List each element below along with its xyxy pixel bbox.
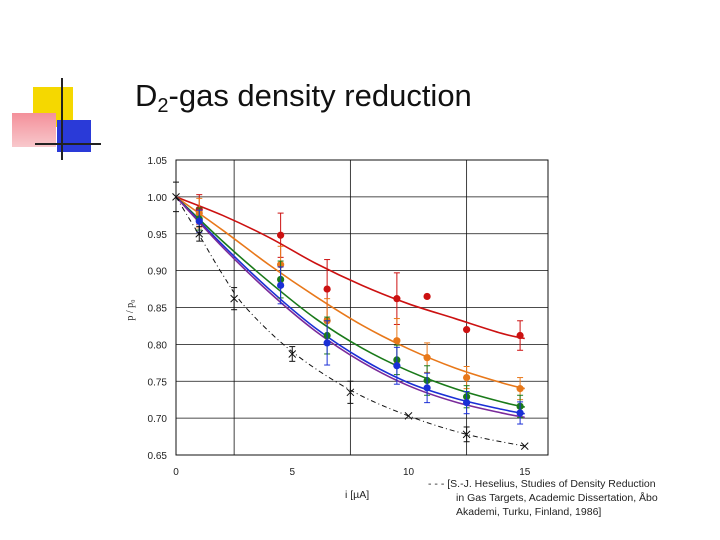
y-tick-label: 0.65 <box>148 451 168 462</box>
fit-curve-blue <box>175 196 525 415</box>
x-tick-label: 15 <box>519 467 531 478</box>
y-tick-label: 0.95 <box>148 230 168 241</box>
cross-stroke <box>404 412 413 420</box>
x-tick-label: 5 <box>289 467 295 478</box>
y-tick-label: 0.80 <box>148 340 168 351</box>
data-point-red <box>463 326 471 334</box>
cross-stroke <box>195 229 204 238</box>
y-tick-label: 0.70 <box>148 414 168 425</box>
data-point-cross <box>230 294 238 303</box>
data-point-red <box>393 295 401 303</box>
data-point-cross <box>462 430 471 439</box>
fit-curve-green <box>175 196 525 408</box>
fit-curve-purple <box>175 196 525 419</box>
y-tick-label: 0.90 <box>148 267 168 278</box>
data-point-orange <box>516 385 524 393</box>
data-point-cross <box>404 412 413 420</box>
deco-line-vertical <box>61 78 63 160</box>
data-point-orange <box>463 373 471 382</box>
data-point-blue <box>516 409 524 417</box>
data-point-blue <box>423 384 431 392</box>
reference-line-2: in Gas Targets, Academic Dissertation, Å… <box>456 492 658 504</box>
fit-curve-red <box>175 196 525 340</box>
x-axis-label: i [µA] <box>345 489 370 501</box>
cross-stroke <box>346 388 355 397</box>
cross-stroke <box>520 442 529 451</box>
data-point-orange <box>423 354 431 362</box>
y-tick-label: 1.00 <box>148 193 168 204</box>
data-point-cross <box>172 193 180 201</box>
cross-stroke <box>172 193 180 201</box>
data-point-blue <box>323 339 331 347</box>
data-point-cross <box>520 442 529 451</box>
data-point-orange <box>393 337 401 345</box>
data-point-cross <box>195 229 204 238</box>
y-tick-label: 0.85 <box>148 304 168 315</box>
chart-fit-curves <box>175 196 525 447</box>
y-tick-label: 1.05 <box>148 156 168 167</box>
data-point-cross <box>346 388 355 397</box>
data-point-blue <box>463 399 471 407</box>
data-point-red <box>423 292 431 301</box>
deco-line-horizontal <box>35 143 101 145</box>
data-point-blue <box>195 217 203 225</box>
data-point-cross <box>288 350 297 358</box>
reference-note: - - - [S.-J. Heselius, Studies of Densit… <box>428 477 658 519</box>
fit-curve-orange <box>175 196 525 390</box>
data-point-red <box>277 231 285 239</box>
data-point-blue <box>393 362 401 370</box>
y-axis-label: p / p₀ <box>125 299 136 321</box>
cross-stroke <box>462 430 471 439</box>
data-point-blue <box>277 281 285 289</box>
cross-stroke <box>288 350 297 358</box>
x-tick-label: 10 <box>403 467 415 478</box>
chart-data-points <box>172 181 529 451</box>
chart-tick-labels: 0.65 0.70 0.75 0.80 0.85 0.90 0.95 1.00 1.05 0 5 10… <box>148 156 531 478</box>
page-title: D2-gas density reduction <box>135 78 472 117</box>
reference-line-1: - - - [S.-J. Heselius, Studies of Densit… <box>428 478 656 490</box>
deco-square-red <box>12 113 56 147</box>
y-tick-label: 0.75 <box>148 377 168 388</box>
cross-stroke <box>230 294 238 303</box>
chart-grid <box>175 159 549 456</box>
data-point-red <box>516 331 524 340</box>
x-tick-label: 0 <box>173 467 179 478</box>
reference-line-3: Akademi, Turku, Finland, 1986] <box>456 506 602 518</box>
data-point-red <box>323 285 331 293</box>
